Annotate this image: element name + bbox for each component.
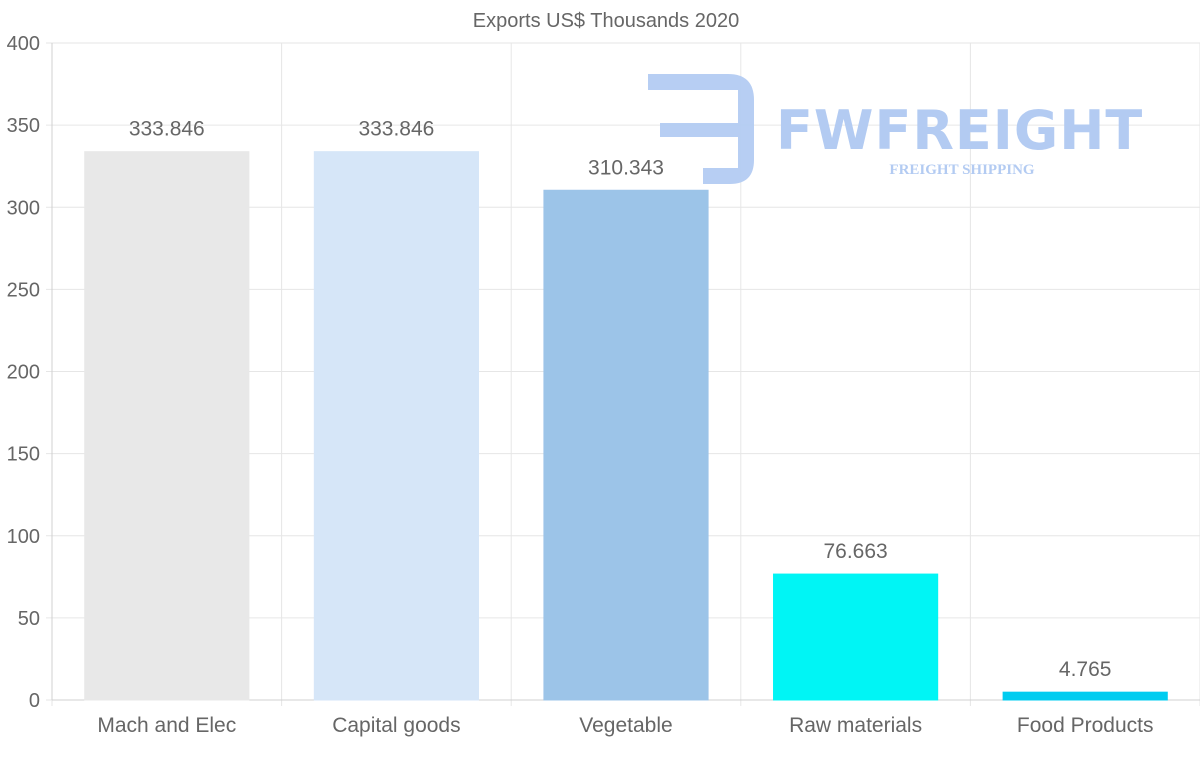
chart-title: Exports US$ Thousands 2020 [473, 10, 739, 32]
y-tick-label: 350 [7, 115, 40, 137]
x-tick-label: Mach and Elec [97, 714, 236, 737]
bar-raw-materials[interactable] [773, 573, 939, 701]
y-axis: 0 50 100 150 200 250 300 350 400 [7, 33, 40, 712]
watermark-brand: FWFREIGHT [776, 99, 1143, 162]
y-tick-label: 400 [7, 33, 40, 55]
bar-food-products[interactable] [1002, 691, 1168, 701]
y-tick-label: 0 [29, 690, 40, 712]
bar-capital-goods[interactable] [313, 151, 479, 701]
y-tick-label: 250 [7, 279, 40, 301]
bar-value-label: 4.765 [1059, 658, 1112, 681]
bar-value-label: 333.846 [358, 118, 434, 141]
bar-value-label: 333.846 [129, 118, 205, 141]
x-tick-label: Raw materials [789, 714, 922, 737]
bar-vegetable[interactable] [543, 189, 709, 701]
bars [84, 151, 1168, 701]
x-axis: Mach and Elec Capital goods Vegetable Raw m… [97, 714, 1153, 737]
x-tick-label: Capital goods [332, 714, 460, 737]
y-tick-label: 300 [7, 197, 40, 219]
y-tick-label: 200 [7, 362, 40, 384]
x-tick-label: Vegetable [579, 714, 672, 737]
watermark-tagline: FREIGHT SHIPPING [889, 162, 1034, 178]
y-tick-label: 150 [7, 444, 40, 466]
value-labels: 333.846 333.846 310.343 76.663 4.765 [129, 118, 1112, 682]
bar-mach-and-elec[interactable] [84, 151, 250, 701]
y-tick-label: 50 [18, 608, 40, 630]
bar-value-label: 310.343 [588, 156, 664, 179]
bar-value-label: 76.663 [823, 540, 887, 563]
y-tick-label: 100 [7, 526, 40, 548]
x-tick-label: Food Products [1017, 714, 1154, 737]
watermark-logo: FWFREIGHT FREIGHT SHIPPING [648, 74, 1143, 184]
fw-logo-icon [648, 74, 754, 184]
